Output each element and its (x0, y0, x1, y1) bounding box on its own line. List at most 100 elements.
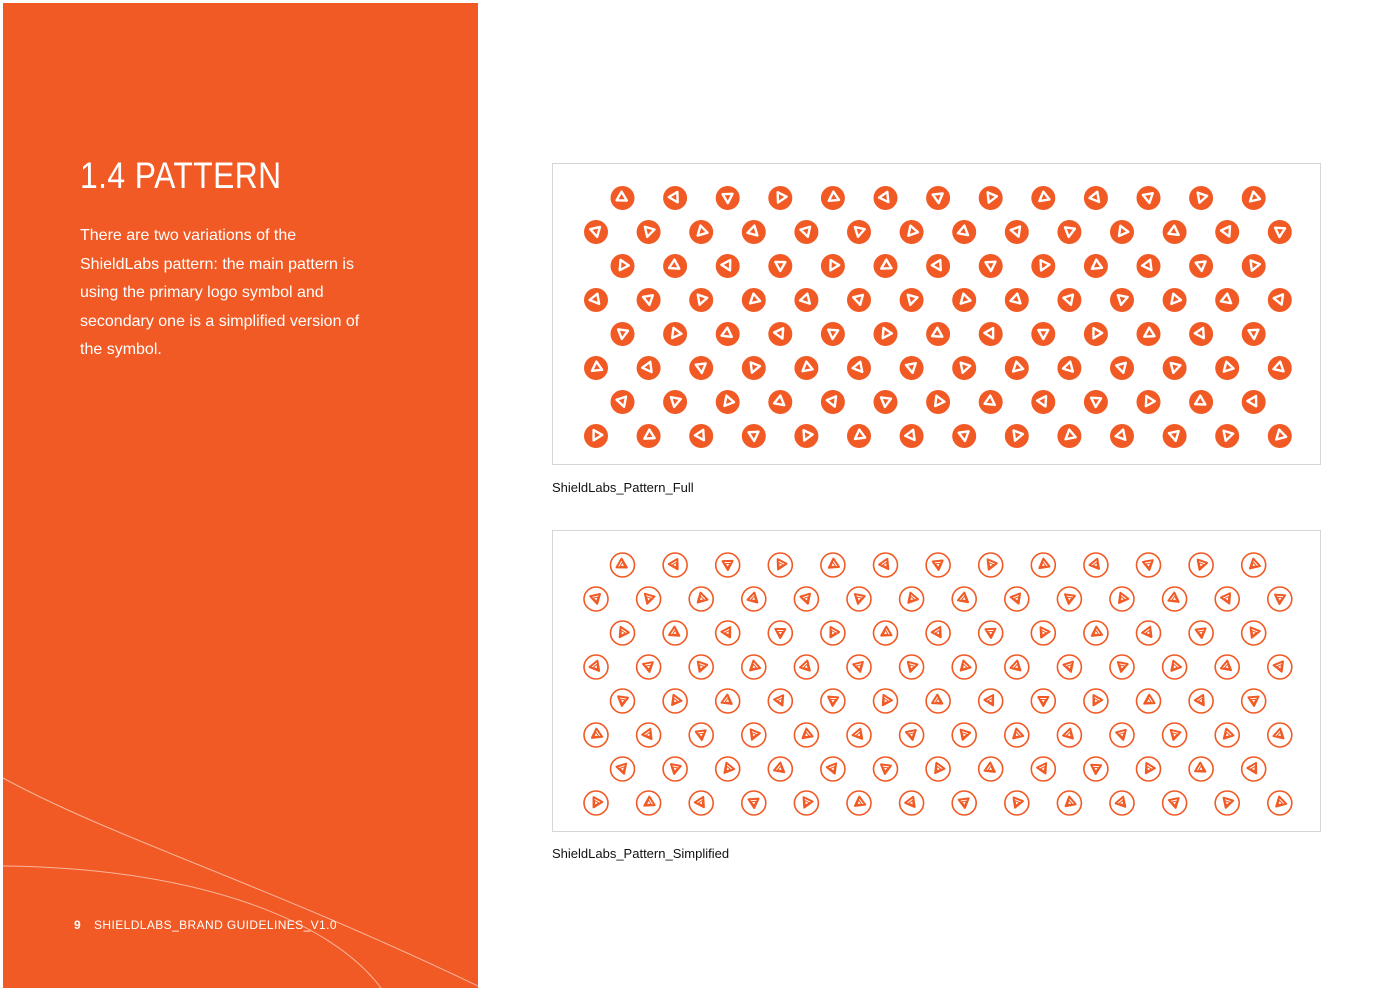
shieldlabs-logo-symbol-simplified-icon (951, 790, 978, 816)
shieldlabs-logo-symbol-simplified-icon (1266, 654, 1293, 680)
pattern-full-grid (584, 186, 1292, 448)
shieldlabs-logo-symbol-simplified-icon (1003, 790, 1030, 816)
shieldlabs-logo-symbol-simplified-icon (1109, 586, 1135, 612)
shieldlabs-logo-symbol-simplified-icon (1056, 722, 1083, 748)
shieldlabs-logo-symbol-icon (1110, 220, 1134, 244)
shieldlabs-logo-symbol-icon (978, 390, 1003, 414)
shieldlabs-logo-symbol-icon (689, 356, 714, 380)
shieldlabs-logo-symbol-icon (1110, 356, 1134, 380)
shieldlabs-logo-symbol-icon (1004, 220, 1029, 244)
shieldlabs-logo-symbol-icon (926, 254, 951, 278)
shieldlabs-logo-symbol-simplified-icon (977, 688, 1004, 714)
shieldlabs-logo-symbol-simplified-icon (714, 756, 741, 782)
shieldlabs-logo-symbol-icon (1189, 390, 1214, 414)
shieldlabs-logo-symbol-icon (636, 424, 661, 448)
shieldlabs-logo-symbol-icon (1031, 186, 1056, 210)
shieldlabs-logo-symbol-icon (1267, 288, 1292, 312)
shieldlabs-logo-symbol-simplified-icon (977, 552, 1004, 578)
shieldlabs-logo-symbol-icon (847, 288, 871, 312)
shieldlabs-logo-symbol-simplified-icon (925, 756, 951, 782)
shieldlabs-logo-symbol-simplified-icon (1240, 688, 1267, 714)
shieldlabs-logo-symbol-icon (1241, 390, 1266, 414)
shieldlabs-logo-symbol-icon (926, 390, 951, 414)
shieldlabs-logo-symbol-icon (1110, 288, 1134, 312)
shieldlabs-logo-symbol-simplified-icon (820, 552, 846, 578)
shieldlabs-logo-symbol-simplified-icon (1188, 620, 1214, 646)
shieldlabs-logo-symbol-icon (1057, 288, 1082, 312)
shieldlabs-logo-symbol-icon (741, 356, 766, 380)
shieldlabs-logo-symbol-simplified-icon (1240, 620, 1267, 646)
shieldlabs-logo-symbol-icon (1162, 356, 1187, 380)
shieldlabs-logo-symbol-icon (610, 390, 635, 414)
shieldlabs-logo-symbol-icon (715, 186, 740, 210)
shieldlabs-logo-symbol-simplified-icon (1161, 790, 1188, 816)
shieldlabs-logo-symbol-simplified-icon (846, 790, 872, 816)
shieldlabs-logo-symbol-icon (689, 288, 714, 312)
shieldlabs-logo-symbol-icon (847, 356, 871, 380)
shieldlabs-logo-symbol-icon (794, 220, 819, 244)
shieldlabs-logo-symbol-icon (794, 356, 819, 380)
shieldlabs-logo-symbol-icon (1057, 356, 1082, 380)
shieldlabs-logo-symbol-icon (952, 288, 977, 312)
shieldlabs-logo-symbol-simplified-icon (820, 756, 846, 782)
shieldlabs-logo-symbol-simplified-icon (688, 586, 714, 612)
shieldlabs-logo-symbol-simplified-icon (714, 620, 741, 646)
shieldlabs-logo-symbol-simplified-icon (767, 620, 794, 646)
shieldlabs-logo-symbol-simplified-icon (741, 790, 767, 816)
shieldlabs-logo-symbol-simplified-icon (767, 552, 794, 578)
shieldlabs-logo-symbol-simplified-icon (741, 654, 767, 680)
shieldlabs-logo-symbol-simplified-icon (583, 790, 609, 816)
shieldlabs-logo-symbol-simplified-icon (583, 722, 609, 748)
shieldlabs-logo-symbol-icon (663, 390, 688, 414)
shieldlabs-logo-symbol-icon (715, 390, 740, 414)
shieldlabs-logo-symbol-icon (741, 424, 766, 448)
shieldlabs-logo-symbol-icon (899, 288, 924, 312)
shieldlabs-logo-symbol-icon (820, 186, 845, 210)
shieldlabs-logo-symbol-icon (1215, 288, 1240, 312)
shieldlabs-logo-symbol-simplified-icon (1161, 654, 1188, 680)
shieldlabs-logo-symbol-icon (1241, 322, 1266, 346)
shieldlabs-logo-symbol-simplified-icon (1030, 620, 1057, 646)
shieldlabs-logo-symbol-simplified-icon (872, 620, 899, 646)
shieldlabs-logo-symbol-simplified-icon (1161, 586, 1188, 612)
shieldlabs-logo-symbol-simplified-icon (1135, 688, 1162, 714)
shieldlabs-logo-symbol-icon (1083, 390, 1108, 414)
shieldlabs-logo-symbol-icon (1031, 322, 1056, 346)
pattern-simplified-grid (583, 552, 1293, 816)
shieldlabs-logo-symbol-simplified-icon (662, 756, 688, 782)
shieldlabs-logo-symbol-simplified-icon (635, 586, 662, 612)
shieldlabs-logo-symbol-icon (1215, 356, 1240, 380)
shieldlabs-logo-symbol-icon (1057, 424, 1082, 448)
shieldlabs-logo-symbol-simplified-icon (1240, 552, 1267, 578)
shieldlabs-logo-symbol-icon (741, 288, 766, 312)
shieldlabs-logo-symbol-icon (1136, 322, 1161, 346)
shieldlabs-logo-symbol-simplified-icon (1135, 552, 1162, 578)
shieldlabs-logo-symbol-icon (1004, 424, 1029, 448)
section-title: 1.4 PATTERN (80, 155, 282, 196)
shieldlabs-logo-symbol-icon (1241, 186, 1266, 210)
shieldlabs-logo-symbol-simplified-icon (898, 790, 925, 816)
shieldlabs-logo-symbol-icon (978, 322, 1003, 346)
shieldlabs-logo-symbol-simplified-icon (767, 688, 794, 714)
shieldlabs-logo-symbol-icon (1136, 186, 1161, 210)
shieldlabs-logo-symbol-simplified-icon (872, 688, 899, 714)
shieldlabs-logo-symbol-icon (1267, 356, 1292, 380)
shieldlabs-logo-symbol-icon (636, 288, 661, 312)
shieldlabs-logo-symbol-simplified-icon (609, 756, 636, 782)
pattern-simplified-caption: ShieldLabs_Pattern_Simplified (552, 846, 730, 861)
shieldlabs-logo-symbol-simplified-icon (925, 552, 951, 578)
section-description: There are two variations of the ShieldLa… (80, 227, 360, 359)
shieldlabs-logo-symbol-simplified-icon (1030, 688, 1057, 714)
shieldlabs-logo-symbol-simplified-icon (898, 722, 925, 748)
shieldlabs-logo-symbol-simplified-icon (714, 552, 741, 578)
shieldlabs-logo-symbol-simplified-icon (1266, 586, 1293, 612)
shieldlabs-logo-symbol-icon (1162, 288, 1187, 312)
shieldlabs-logo-symbol-icon (1031, 254, 1056, 278)
shieldlabs-logo-symbol-icon (847, 220, 871, 244)
shieldlabs-logo-symbol-icon (715, 322, 740, 346)
shieldlabs-logo-symbol-simplified-icon (1083, 552, 1109, 578)
shieldlabs-logo-symbol-icon (584, 220, 608, 244)
shieldlabs-logo-symbol-simplified-icon (1266, 722, 1293, 748)
shieldlabs-logo-symbol-simplified-icon (1030, 552, 1057, 578)
shieldlabs-logo-symbol-icon (741, 220, 766, 244)
